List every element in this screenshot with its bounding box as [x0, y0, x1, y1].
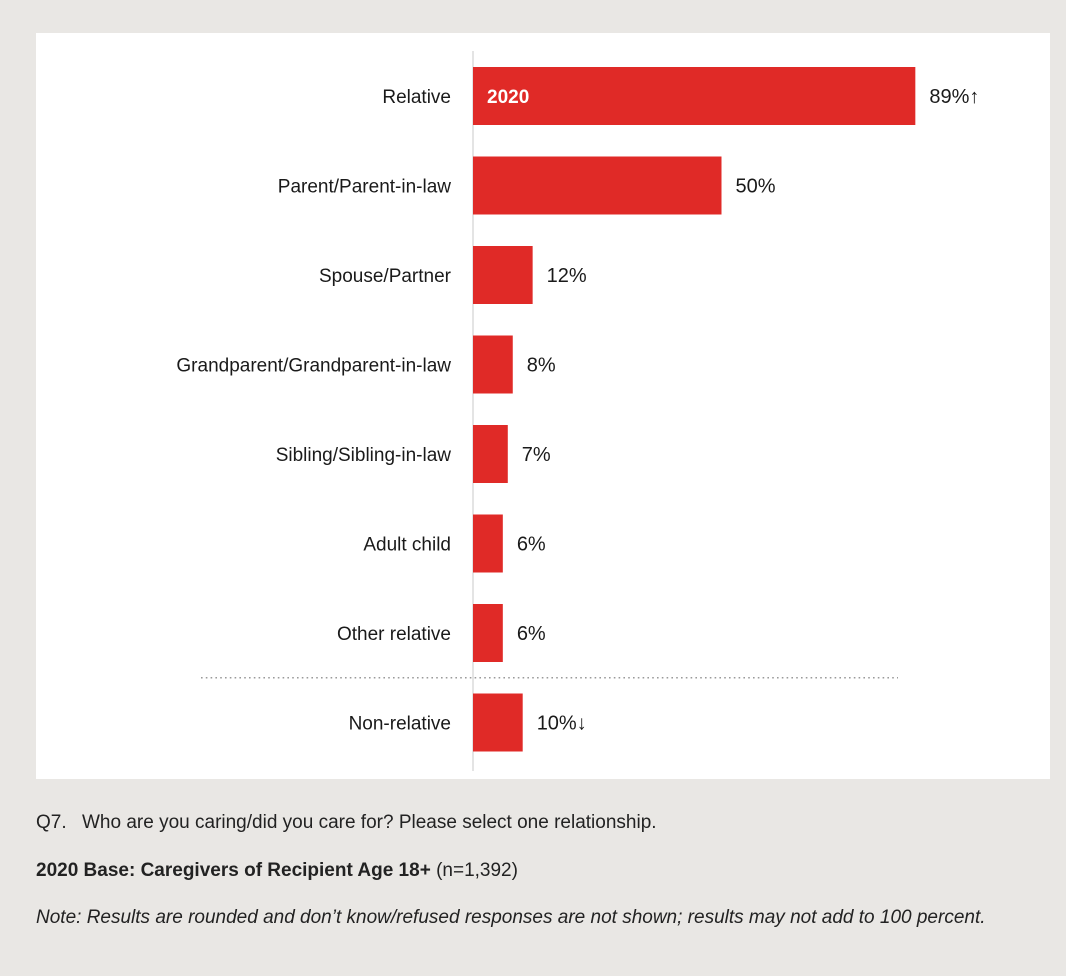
base-line: 2020 Base: Caregivers of Recipient Age 1…	[36, 860, 1006, 882]
series-label: 2020	[487, 87, 529, 108]
bar-2	[473, 246, 533, 304]
value-label-4: 7%	[522, 444, 551, 466]
category-label-1: Parent/Parent-in-law	[278, 177, 451, 198]
question-text: Q7. Who are you caring/did you care for? …	[36, 812, 1006, 834]
value-label-5: 6%	[517, 534, 546, 556]
value-label-7: 10%↓	[537, 713, 587, 735]
category-label-7: Non-relative	[349, 714, 451, 735]
value-label-1: 50%	[736, 176, 776, 198]
note-text: Note: Results are rounded and don’t know…	[36, 907, 986, 928]
bar-7	[473, 693, 523, 752]
base-n: (n=1,392)	[436, 860, 518, 881]
category-label-6: Other relative	[337, 624, 451, 645]
bar-chart: Relative 89%↑ 2020 Parent/Parent-in-law 50% S…	[176, 51, 979, 771]
value-label-0: 89%↑	[929, 86, 979, 108]
value-label-6: 6%	[517, 623, 546, 645]
base-label: 2020 Base: Caregivers of Recipient Age 1…	[36, 860, 431, 881]
value-label-2: 12%	[547, 265, 587, 287]
question-number: Q7.	[36, 812, 67, 833]
bar-5	[473, 514, 503, 573]
question-body: Who are you caring/did you care for? Ple…	[82, 812, 657, 833]
category-label-2: Spouse/Partner	[319, 266, 452, 287]
category-label-5: Adult child	[363, 535, 451, 556]
bar-0	[473, 67, 916, 125]
bar-1	[473, 156, 722, 215]
chart-panel: Relative 89%↑ 2020 Parent/Parent-in-law 50% S…	[36, 33, 1050, 779]
bar-4	[473, 425, 508, 483]
bar-6	[473, 604, 503, 662]
category-label-4: Sibling/Sibling-in-law	[276, 445, 452, 466]
value-label-3: 8%	[527, 355, 556, 377]
bar-3	[473, 335, 513, 394]
category-label-3: Grandparent/Grandparent-in-law	[176, 356, 451, 377]
category-label-0: Relative	[382, 87, 451, 108]
